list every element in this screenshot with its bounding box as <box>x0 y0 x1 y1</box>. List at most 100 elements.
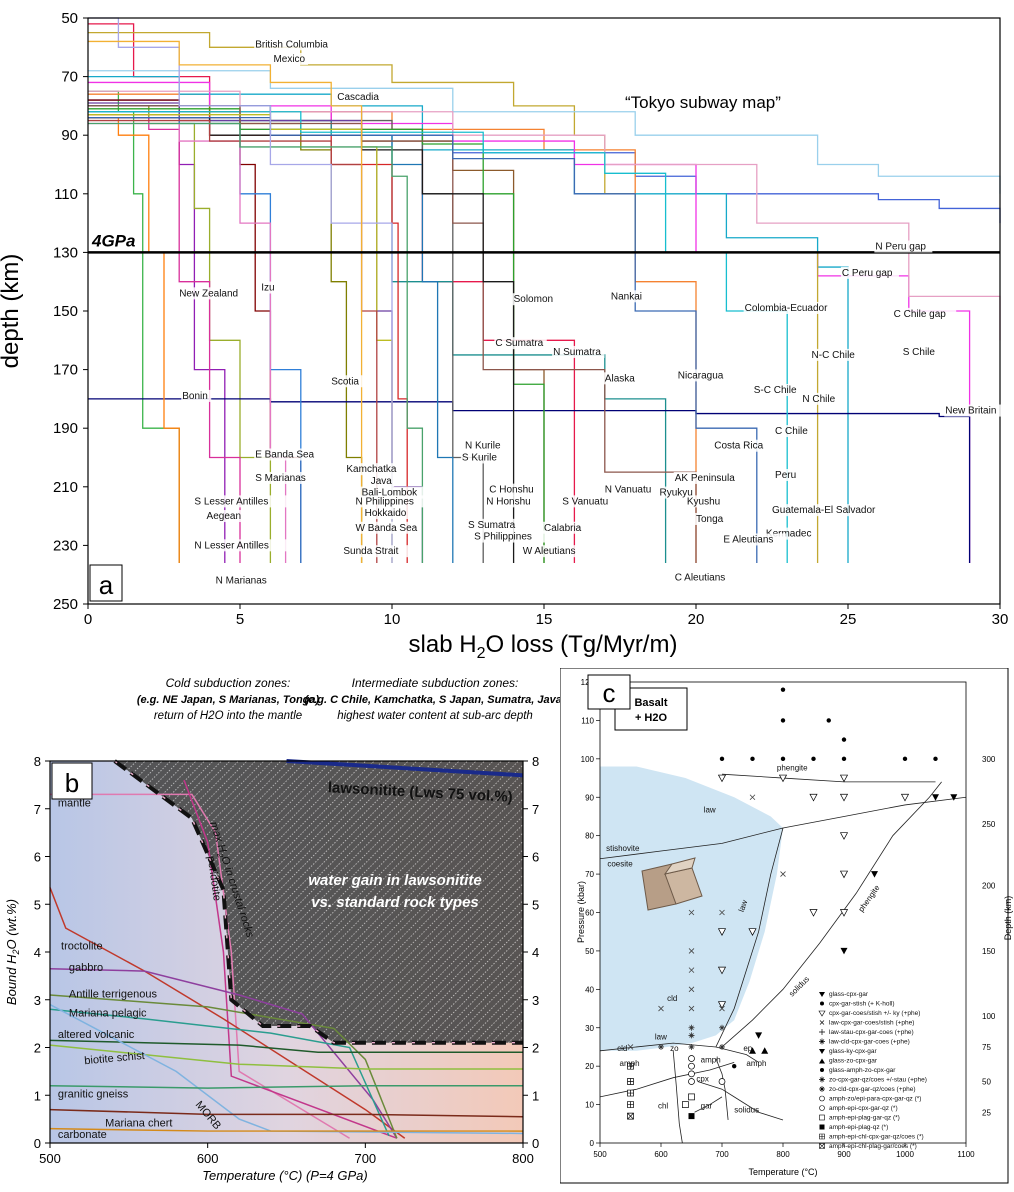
field-label-law: law <box>704 806 716 815</box>
phase-boundary-8 <box>697 1081 784 1121</box>
data-point-x <box>688 967 695 973</box>
y-tick-210: 210 <box>53 479 78 496</box>
label-calabria: Calabria <box>544 523 582 534</box>
lawsonite-field <box>600 766 783 1051</box>
label-bg <box>552 345 605 358</box>
label-n-sumatra: N Sumatra <box>553 347 601 358</box>
y-tick-150: 150 <box>53 303 78 320</box>
x-tick-1100: 1100 <box>957 1150 975 1159</box>
series-line-6 <box>88 75 849 563</box>
panel-label: c <box>603 678 616 708</box>
depth-tick-25: 25 <box>982 1108 991 1117</box>
data-point-x <box>688 948 695 954</box>
series-line-11 <box>88 111 545 563</box>
label-ak-peninsula: AK Peninsula <box>675 473 735 484</box>
legend-symbol <box>819 1020 825 1025</box>
label-kermadec: Kermadec <box>766 529 812 540</box>
label-n-marianas: N Marianas <box>216 575 267 586</box>
data-point-fill_tri <box>871 871 878 878</box>
curve-mariana-pelagic <box>49 1008 390 1137</box>
rock-image <box>641 857 703 911</box>
y-tick-right-7: 7 <box>532 802 539 817</box>
label-bg <box>774 425 816 438</box>
data-point-tri <box>839 774 849 783</box>
label-bg <box>342 545 412 558</box>
x-tick-20: 20 <box>688 611 705 628</box>
data-point-dot <box>841 737 847 742</box>
label-bg <box>874 240 933 253</box>
x-tick-1000: 1000 <box>896 1150 914 1159</box>
y-tick-130: 130 <box>53 244 78 261</box>
curve-altered-volcanic <box>49 1039 523 1054</box>
x-tick-900: 900 <box>837 1150 851 1159</box>
y-tick-80: 80 <box>585 832 594 841</box>
region-label-line1: water gain in lawsonitite <box>308 872 481 889</box>
y-tick-4: 4 <box>34 945 41 960</box>
label-bg <box>369 474 395 487</box>
y-tick-40: 40 <box>585 985 594 994</box>
data-point-boxplus <box>627 1078 634 1085</box>
y-axis-label: Bound H2O (wt.%) <box>4 899 21 1005</box>
curve-mantle <box>50 793 350 1139</box>
legend-symbol <box>819 1029 825 1035</box>
y-tick-right-6: 6 <box>532 850 539 865</box>
y-tick-170: 170 <box>53 362 78 379</box>
field-label-stishovite: stishovite <box>606 844 640 853</box>
data-point-fill_up <box>749 1047 756 1054</box>
curve-label-mariana-chert: Mariana chert <box>105 1117 172 1129</box>
x-tick-500: 500 <box>39 1151 61 1166</box>
data-point-dot <box>841 756 847 762</box>
label-n-philippines: N Philippines <box>356 496 414 507</box>
series-line-21 <box>88 108 545 563</box>
data-point-tri <box>717 774 727 783</box>
series-line-32 <box>88 122 424 563</box>
legend-symbol <box>819 1058 825 1064</box>
label-n-chile: N Chile <box>802 394 835 405</box>
legend-symbol <box>819 1049 825 1054</box>
panel-label: a <box>99 570 114 600</box>
label-bg <box>561 495 614 508</box>
depth-tick-200: 200 <box>982 882 996 891</box>
data-point-tri <box>778 774 788 783</box>
legend-entry: amph-epi-plag-gar-qz (*) <box>829 1115 900 1122</box>
label-bg <box>205 510 242 523</box>
legend-entry: law-stau-cpx-gar-coes (+phe) <box>829 1029 914 1036</box>
curve-peridotite <box>183 779 398 1139</box>
chart-slab-h2o-loss: 4GPa British Columbia Mexico Cascadia N Per… <box>0 10 1008 662</box>
series-line-18 <box>88 70 1001 194</box>
label-s-vanuatu: S Vanuatu <box>562 496 608 507</box>
label-bg <box>193 495 291 508</box>
series-line-34 <box>88 40 363 563</box>
field-label-law: law <box>655 1032 667 1041</box>
data-point-fill_sq <box>688 1113 695 1120</box>
data-point-x <box>688 1005 695 1012</box>
label-costa-rica: Costa Rica <box>714 441 763 452</box>
label-bg <box>752 384 806 397</box>
phase-boundary-7 <box>672 1050 683 1144</box>
data-point-fill_tri <box>950 794 958 801</box>
label-bg <box>609 290 646 303</box>
legend-symbol <box>819 1095 825 1102</box>
y-tick-right-1: 1 <box>532 1088 539 1103</box>
label-e-aleutians: E Aleutians <box>723 534 773 545</box>
label-izu: Izu <box>261 282 274 293</box>
label-bg <box>840 266 899 279</box>
depth-tick-300: 300 <box>982 755 996 764</box>
intermediate-zones-desc: highest water content at sub-arc depth <box>337 710 533 722</box>
field-label-cld: cld <box>667 994 677 1003</box>
data-point-dot <box>780 718 786 723</box>
panel-b: 500 600 700 800 0 0 1 1 2 2 3 3 4 4 5 5 6 6 7 7 8 8 mantle per… <box>0 668 566 1187</box>
label-bg <box>494 337 547 350</box>
legend-symbol <box>820 1001 824 1006</box>
field-label-cpx: cpx <box>696 1075 708 1084</box>
legend-symbol <box>819 1143 825 1149</box>
data-point-tri <box>839 832 849 840</box>
phase-boundary-1 <box>721 773 936 783</box>
y-tick-right-8: 8 <box>532 754 539 769</box>
data-point-dot <box>933 756 938 762</box>
data-point-fill_tri <box>755 1032 763 1039</box>
label-nankai: Nankai <box>611 291 642 302</box>
label-c-aleutians: C Aleutians <box>675 573 726 584</box>
label-c-chile-gap: C Chile gap <box>894 309 947 320</box>
depth-tick-150: 150 <box>982 947 996 956</box>
